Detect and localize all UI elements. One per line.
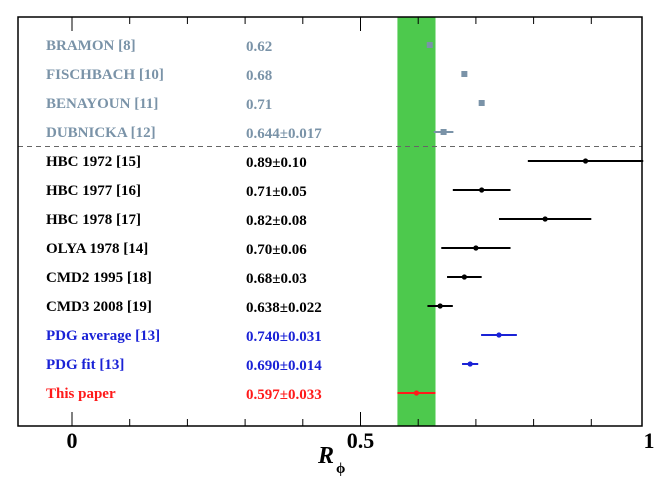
row-value: 0.71 xyxy=(246,97,272,113)
data-row: HBC 1972 [15] 0.89±0.10 xyxy=(46,154,644,171)
band-layer xyxy=(397,17,436,426)
row-value: 0.70±0.06 xyxy=(246,242,307,258)
data-point xyxy=(473,245,479,251)
data-row: This paper 0.597±0.033 xyxy=(46,386,436,403)
data-row: HBC 1978 [17] 0.82±0.08 xyxy=(46,212,592,229)
row-value: 0.68 xyxy=(246,68,272,84)
row-label: FISCHBACH [10] xyxy=(46,67,164,83)
data-point xyxy=(461,274,467,280)
row-value: 0.68±0.03 xyxy=(246,271,307,287)
row-label: OLYA 1978 [14] xyxy=(46,241,148,257)
row-label: CMD2 1995 [18] xyxy=(46,270,152,286)
data-row: CMD2 1995 [18] 0.68±0.03 xyxy=(46,270,482,287)
data-point xyxy=(582,158,589,164)
x-tick-label: 1 xyxy=(644,428,655,453)
row-value: 0.638±0.022 xyxy=(246,300,322,316)
row-label: HBC 1972 [15] xyxy=(46,154,141,170)
row-value: 0.62 xyxy=(246,39,272,55)
x-axis-label: R xyxy=(317,443,334,469)
data-point xyxy=(413,390,420,396)
data-point xyxy=(542,216,548,222)
data-point xyxy=(440,129,447,135)
tick-layer: 0 0.5 1 xyxy=(67,17,655,453)
data-row: BRAMON [8] 0.62 xyxy=(46,38,433,55)
row-value: 0.740±0.031 xyxy=(246,329,322,345)
row-label: PDG average [13] xyxy=(46,328,160,344)
data-point xyxy=(479,187,485,193)
row-value: 0.71±0.05 xyxy=(246,184,307,200)
data-point xyxy=(467,361,473,367)
x-axis-title: R ϕ xyxy=(317,443,345,477)
row-label: HBC 1978 [17] xyxy=(46,212,141,228)
data-point xyxy=(461,71,468,77)
row-label: BENAYOUN [11] xyxy=(46,96,158,112)
data-row: OLYA 1978 [14] 0.70±0.06 xyxy=(46,241,511,258)
row-label: BRAMON [8] xyxy=(46,38,136,54)
row-value: 0.89±0.10 xyxy=(246,155,307,171)
row-value: 0.82±0.08 xyxy=(246,213,307,229)
result-band xyxy=(397,17,436,426)
x-tick-label: 0 xyxy=(67,428,78,453)
x-tick-label: 0.5 xyxy=(347,428,375,453)
data-row: FISCHBACH [10] 0.68 xyxy=(46,67,468,84)
row-label: CMD3 2008 [19] xyxy=(46,299,152,315)
data-row: CMD3 2008 [19] 0.638±0.022 xyxy=(46,299,453,316)
data-row: BENAYOUN [11] 0.71 xyxy=(46,96,485,113)
row-value: 0.644±0.017 xyxy=(246,126,322,142)
row-value: 0.690±0.014 xyxy=(246,358,322,374)
row-label: DUBNICKA [12] xyxy=(46,125,156,141)
row-label: PDG fit [13] xyxy=(46,357,124,373)
row-layer: BRAMON [8] 0.62 FISCHBACH [10] 0.68 BENAYOUN… xyxy=(46,38,644,403)
data-row: PDG average [13] 0.740±0.031 xyxy=(46,328,517,345)
data-point xyxy=(496,332,502,338)
data-point xyxy=(437,303,443,309)
plot-frame xyxy=(17,16,643,427)
data-row: PDG fit [13] 0.690±0.014 xyxy=(46,357,479,374)
data-point xyxy=(478,100,485,106)
data-row: HBC 1977 [16] 0.71±0.05 xyxy=(46,183,511,200)
data-row: DUBNICKA [12] 0.644±0.017 xyxy=(46,125,454,142)
x-axis-label-subscript: ϕ xyxy=(336,461,345,477)
row-label: HBC 1977 [16] xyxy=(46,183,141,199)
row-value: 0.597±0.033 xyxy=(246,387,322,403)
row-label: This paper xyxy=(46,386,116,402)
data-point xyxy=(426,42,433,48)
